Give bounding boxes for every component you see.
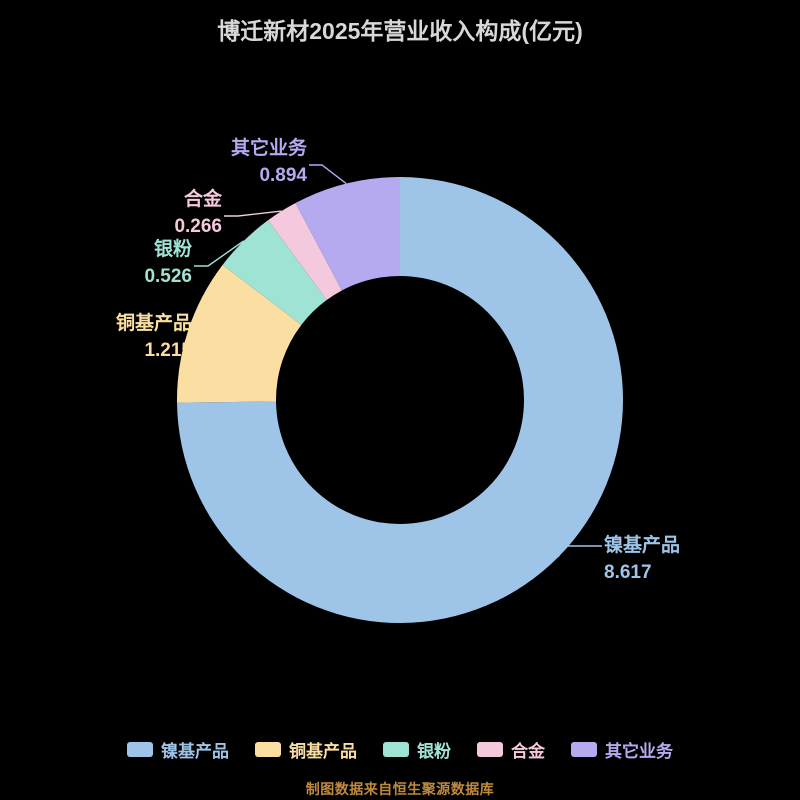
legend-label: 镍基产品	[161, 742, 229, 761]
legend-item[interactable]: 铜基产品	[255, 737, 357, 762]
pie-slice[interactable]	[295, 177, 400, 291]
leader-line	[557, 545, 602, 557]
legend-label: 合金	[511, 742, 545, 761]
legend-label: 其它业务	[605, 742, 673, 761]
leader-line	[194, 240, 245, 267]
slice-label-value: 1.215	[144, 340, 192, 361]
legend-item[interactable]: 其它业务	[571, 737, 673, 762]
legend-swatch	[383, 742, 409, 757]
slice-label-name: 铜基产品	[116, 311, 192, 334]
slice-label-name: 其它业务	[231, 136, 308, 159]
slice-label-name: 银粉	[154, 237, 192, 260]
legend-swatch	[255, 742, 281, 757]
legend-swatch	[571, 742, 597, 757]
slice-label-value: 0.526	[144, 266, 192, 287]
donut-slices	[177, 177, 624, 623]
pie-slice[interactable]	[268, 202, 342, 301]
chart-title: 博迁新材2025年营业收入构成(亿元)	[217, 18, 583, 44]
slice-label-value: 8.617	[604, 562, 652, 583]
pie-slice[interactable]	[177, 264, 302, 403]
pie-slice[interactable]	[222, 220, 327, 325]
legend-swatch	[477, 742, 503, 757]
slice-label-value: 0.266	[174, 216, 222, 237]
legend-swatch	[127, 742, 153, 757]
slice-label-value: 0.894	[259, 165, 307, 186]
pie-slice[interactable]	[177, 177, 624, 623]
legend-item[interactable]: 合金	[477, 737, 545, 762]
leader-line	[224, 210, 282, 217]
legend-label: 铜基产品	[289, 742, 357, 761]
slice-label-name: 镍基产品	[604, 533, 680, 556]
chart-footer-note: 制图数据来自恒生聚源数据库	[305, 781, 495, 797]
legend-item[interactable]: 镍基产品	[127, 737, 229, 762]
leader-line	[188, 329, 209, 333]
slice-labels: 镍基产品 8.617 铜基产品 1.215 银粉 0.526 合金 0.266 其它业务 0.89…	[116, 136, 680, 583]
legend-item[interactable]: 银粉	[383, 737, 451, 762]
chart-legend: 镍基产品 铜基产品 银粉 合金 其它业务	[0, 737, 800, 762]
legend-label: 银粉	[417, 742, 451, 761]
leader-line	[309, 164, 347, 185]
slice-label-name: 合金	[184, 187, 223, 210]
label-leader-lines	[188, 164, 602, 557]
